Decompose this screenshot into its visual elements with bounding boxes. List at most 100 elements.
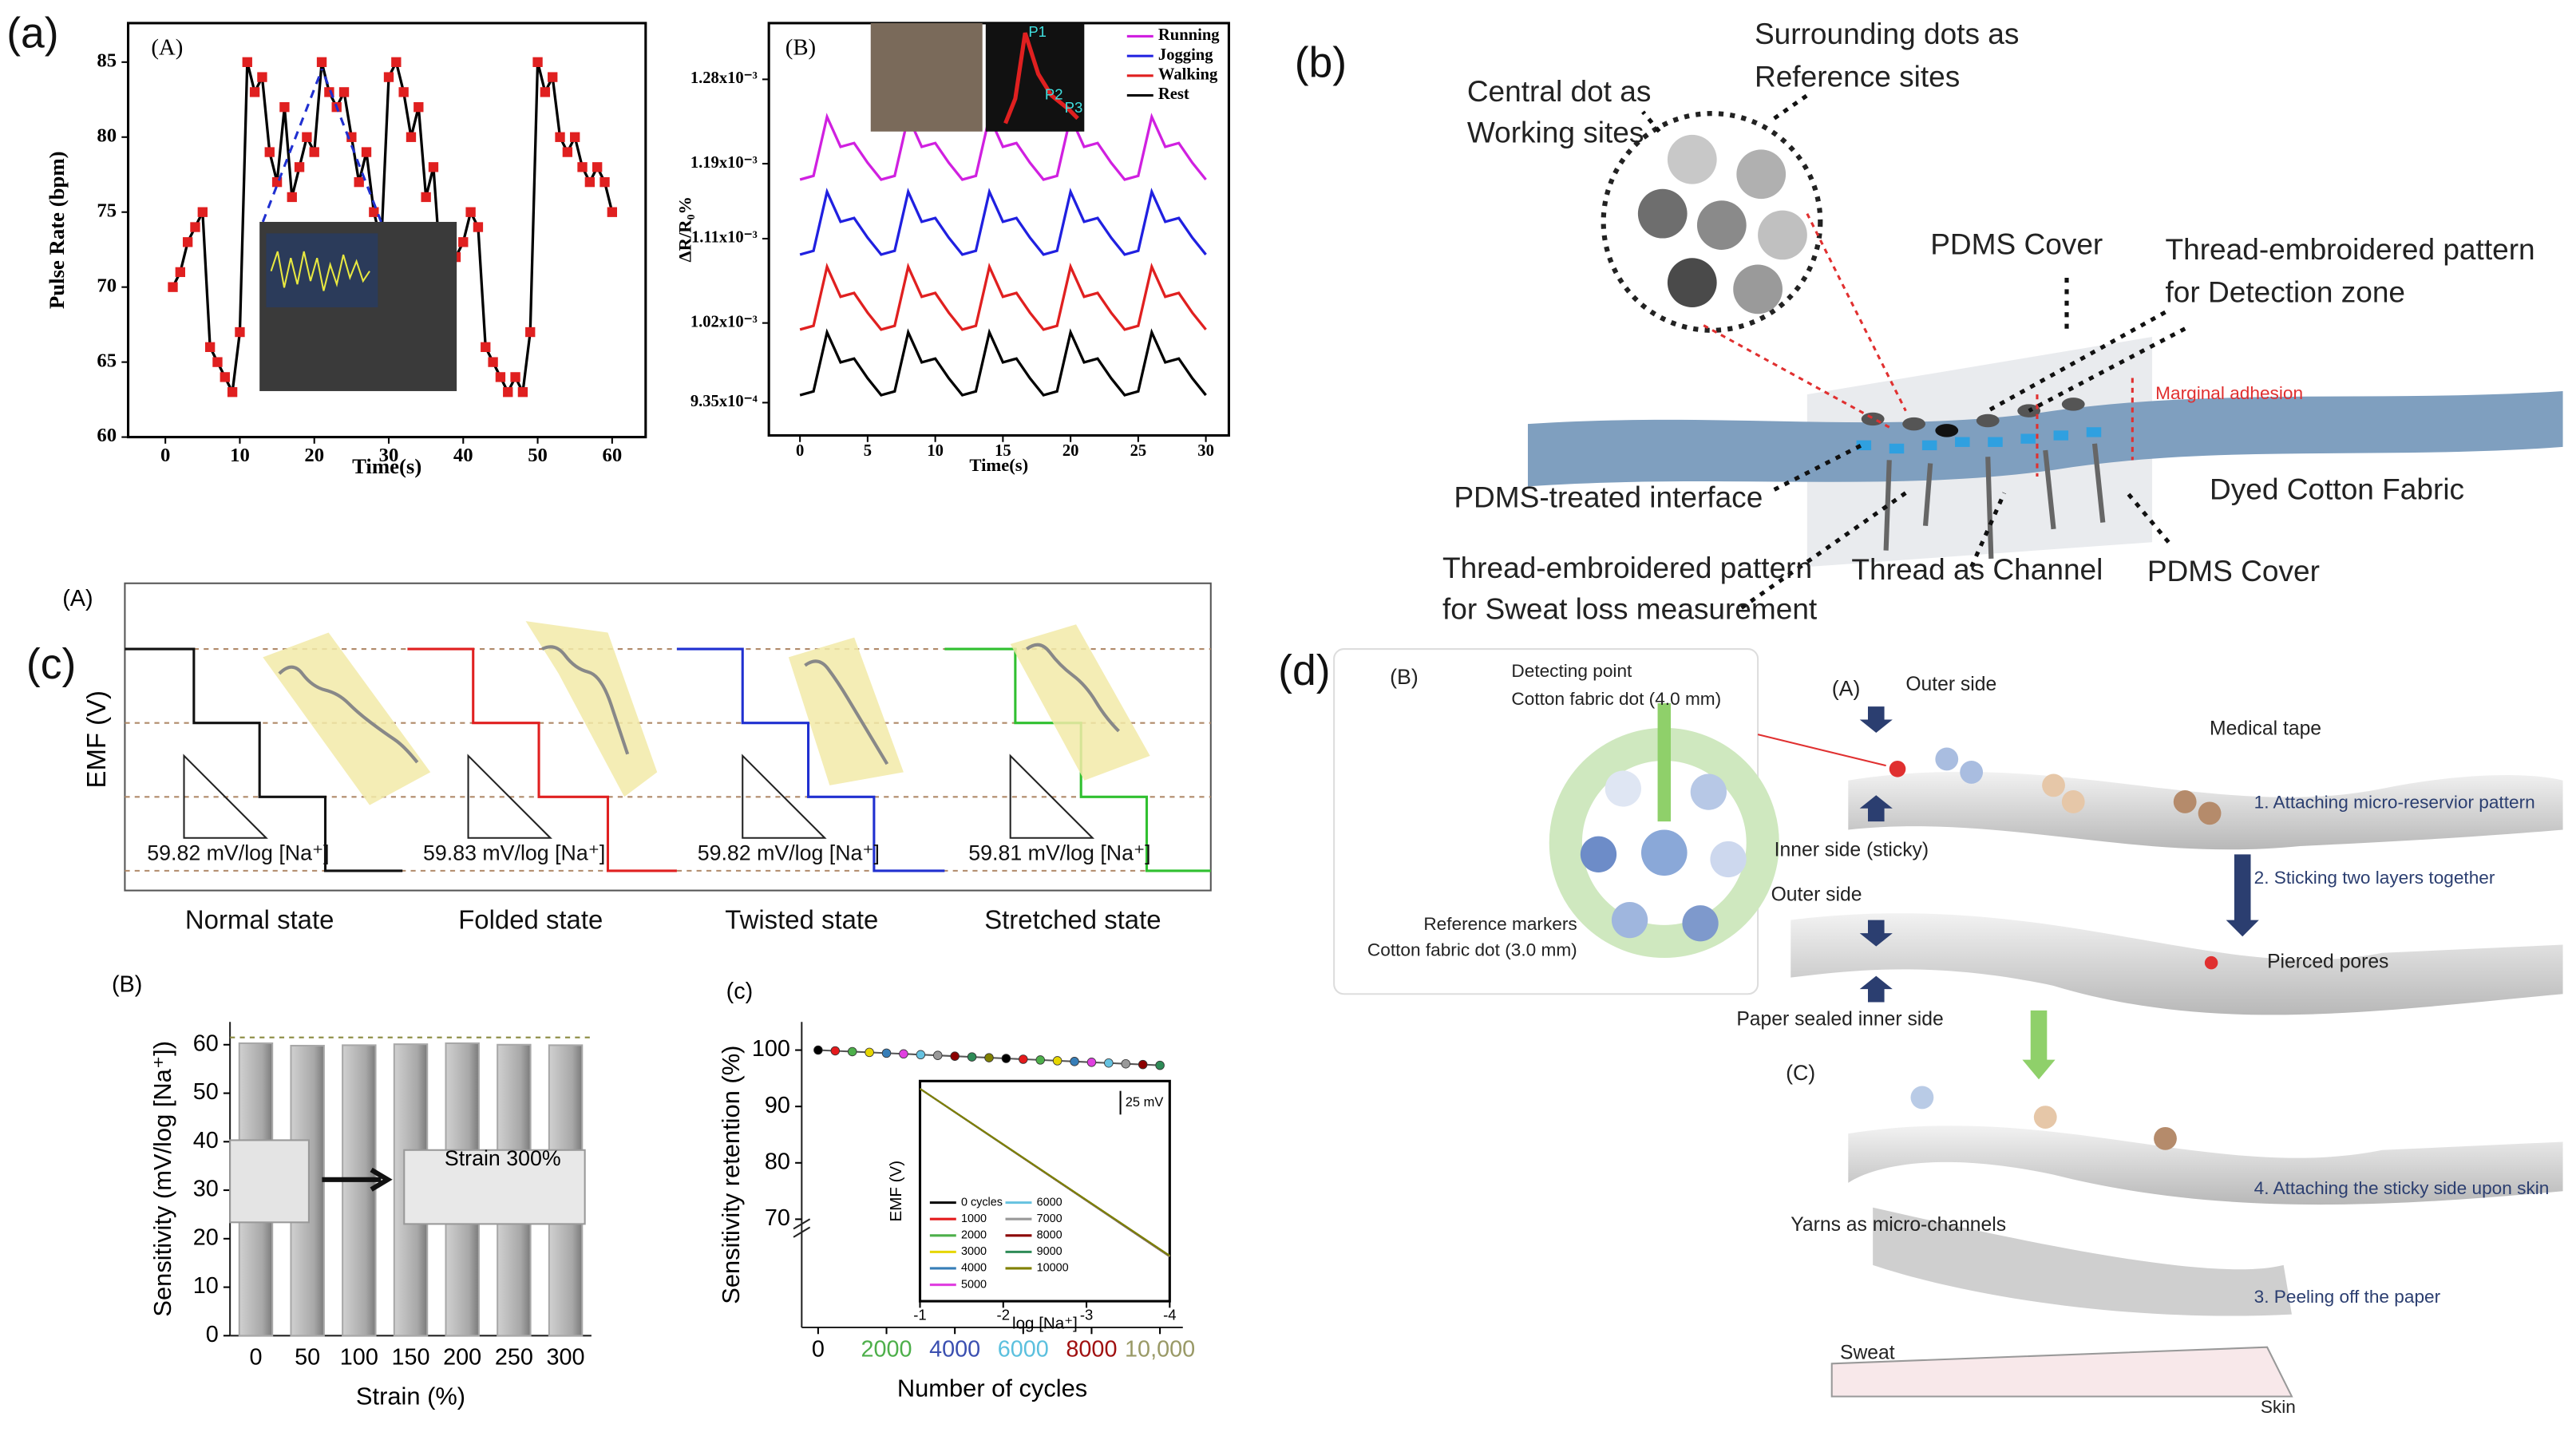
x-tick-label: 0 <box>796 442 804 460</box>
diagram-d: (B) Detecting point Cotton fabric dot (4… <box>1333 648 2563 1417</box>
data-point <box>488 357 498 367</box>
panel-label: (d) <box>1278 647 1330 694</box>
y-tick-label: 50 <box>193 1079 219 1105</box>
label: PDMS Cover <box>2147 554 2320 587</box>
data-point <box>865 1047 874 1058</box>
label: Thread-embroidered pattern <box>2165 232 2534 266</box>
data-line <box>799 328 1207 397</box>
x-tick-label: 4000 <box>929 1336 980 1362</box>
data-point <box>294 162 305 172</box>
label: 1. Attaching micro-reservior pattern <box>2254 793 2535 813</box>
frame <box>124 582 1212 892</box>
panel-label: (b) <box>1295 40 1347 87</box>
legend-label: 1000 <box>961 1212 987 1225</box>
data-point <box>414 102 424 113</box>
data-point <box>510 372 520 382</box>
data-point <box>212 357 223 367</box>
x-tick-label: 0 <box>812 1336 825 1362</box>
x-tick-label: 150 <box>391 1345 429 1371</box>
data-point <box>406 132 417 142</box>
chart: -1 -2 -3 -4 log [Na⁺] EMF (V) 0 cycles 1000 2000… <box>887 1079 1177 1332</box>
inset-label: P2 <box>1045 85 1063 102</box>
x-tick-label: 300 <box>547 1345 585 1371</box>
data-point <box>1104 1058 1114 1068</box>
data-point <box>577 162 588 172</box>
legend-label: 2000 <box>961 1229 987 1242</box>
b-labels: Surrounding dots as Reference sites Cent… <box>1442 17 2535 625</box>
photo <box>403 1149 586 1225</box>
y-tick-label: 60 <box>193 1031 219 1056</box>
y-tick-label: 20 <box>193 1224 219 1250</box>
data-point <box>338 87 350 97</box>
data-point <box>168 282 178 292</box>
data-point <box>316 57 327 67</box>
y-axis-label: Sensitivity retention (%) <box>717 1046 745 1304</box>
slope-triangles <box>183 754 1095 839</box>
data-point <box>1035 1055 1045 1065</box>
label: PDMS Cover <box>1930 227 2103 261</box>
photo <box>229 1139 310 1224</box>
legend-label: 9000 <box>1037 1245 1062 1258</box>
label: Surrounding dots as <box>1755 17 2019 50</box>
y-axis-label: ΔR/R₀% <box>675 196 694 263</box>
legend-label: 5000 <box>961 1278 987 1291</box>
data-point <box>1052 1056 1062 1066</box>
y-tick-label: 90 <box>765 1093 790 1118</box>
label: Working sites <box>1467 116 1644 149</box>
state-label: Normal state <box>185 904 334 934</box>
axis-break <box>793 1218 811 1238</box>
photo-screen <box>266 233 378 307</box>
bar <box>342 1044 377 1337</box>
x-tick-label: 25 <box>1130 442 1147 460</box>
slope-label: 59.82 mV/log [Na⁺] <box>698 841 880 864</box>
label: Inner side (sticky) <box>1775 840 1929 861</box>
data-point <box>503 387 513 398</box>
x-tick-label: 50 <box>528 445 548 466</box>
x-tick-label: 20 <box>304 445 324 466</box>
slope-label: 59.83 mV/log [Na⁺] <box>423 841 605 864</box>
data-point <box>369 207 379 217</box>
x-tick-label: 30 <box>1197 442 1214 460</box>
x-tick-label: 60 <box>602 445 622 466</box>
data-point <box>916 1050 926 1060</box>
x-axis-label: log [Na⁺] <box>1012 1314 1078 1332</box>
legend-label: 4000 <box>961 1262 987 1275</box>
x-tick-label: -1 <box>913 1307 926 1323</box>
plot-frame <box>126 22 647 439</box>
data-point <box>175 267 185 278</box>
legend-label: Rest <box>1158 85 1189 103</box>
data-point <box>279 102 290 113</box>
data-line <box>799 188 1207 256</box>
x-tick-label: 15 <box>995 442 1011 460</box>
data-point <box>354 176 364 188</box>
data-point <box>383 72 394 82</box>
x-tick-label: 5 <box>864 442 872 460</box>
diagram-b: Surrounding dots as Reference sites Cent… <box>1442 17 2563 626</box>
legend-label: 3000 <box>961 1245 987 1258</box>
label: Pierced pores <box>2267 951 2388 973</box>
x-axis-label: Time(s) <box>352 454 421 478</box>
data-point <box>813 1045 823 1055</box>
legend-label: 8000 <box>1037 1229 1062 1242</box>
data-point <box>361 147 372 157</box>
arrows <box>1859 706 2259 1003</box>
legend-label: Walking <box>1158 66 1218 84</box>
data-point <box>391 57 402 67</box>
y-tick-label: 30 <box>193 1177 219 1202</box>
data-point <box>830 1046 841 1056</box>
step-traces <box>125 647 1211 872</box>
data-point <box>481 342 491 353</box>
zoom-lines <box>261 69 382 223</box>
sub-label: (B) <box>785 34 816 60</box>
diagram-c: (A) EMF (V) 59.82 mV/log [Na⁺] 59.83 mV/… <box>62 582 1212 934</box>
data-point <box>532 57 543 67</box>
overlays <box>229 22 1085 1225</box>
reservoir-dots <box>1889 747 2222 1150</box>
paper <box>1791 913 2563 1015</box>
data-point <box>257 72 267 82</box>
label: Central dot as <box>1467 74 1652 108</box>
chart: 60 65 70 75 80 85 0 10 20 30 40 50 60 Time(s) Pulse Ra… <box>45 22 647 478</box>
label: PDMS-treated interface <box>1454 481 1763 514</box>
